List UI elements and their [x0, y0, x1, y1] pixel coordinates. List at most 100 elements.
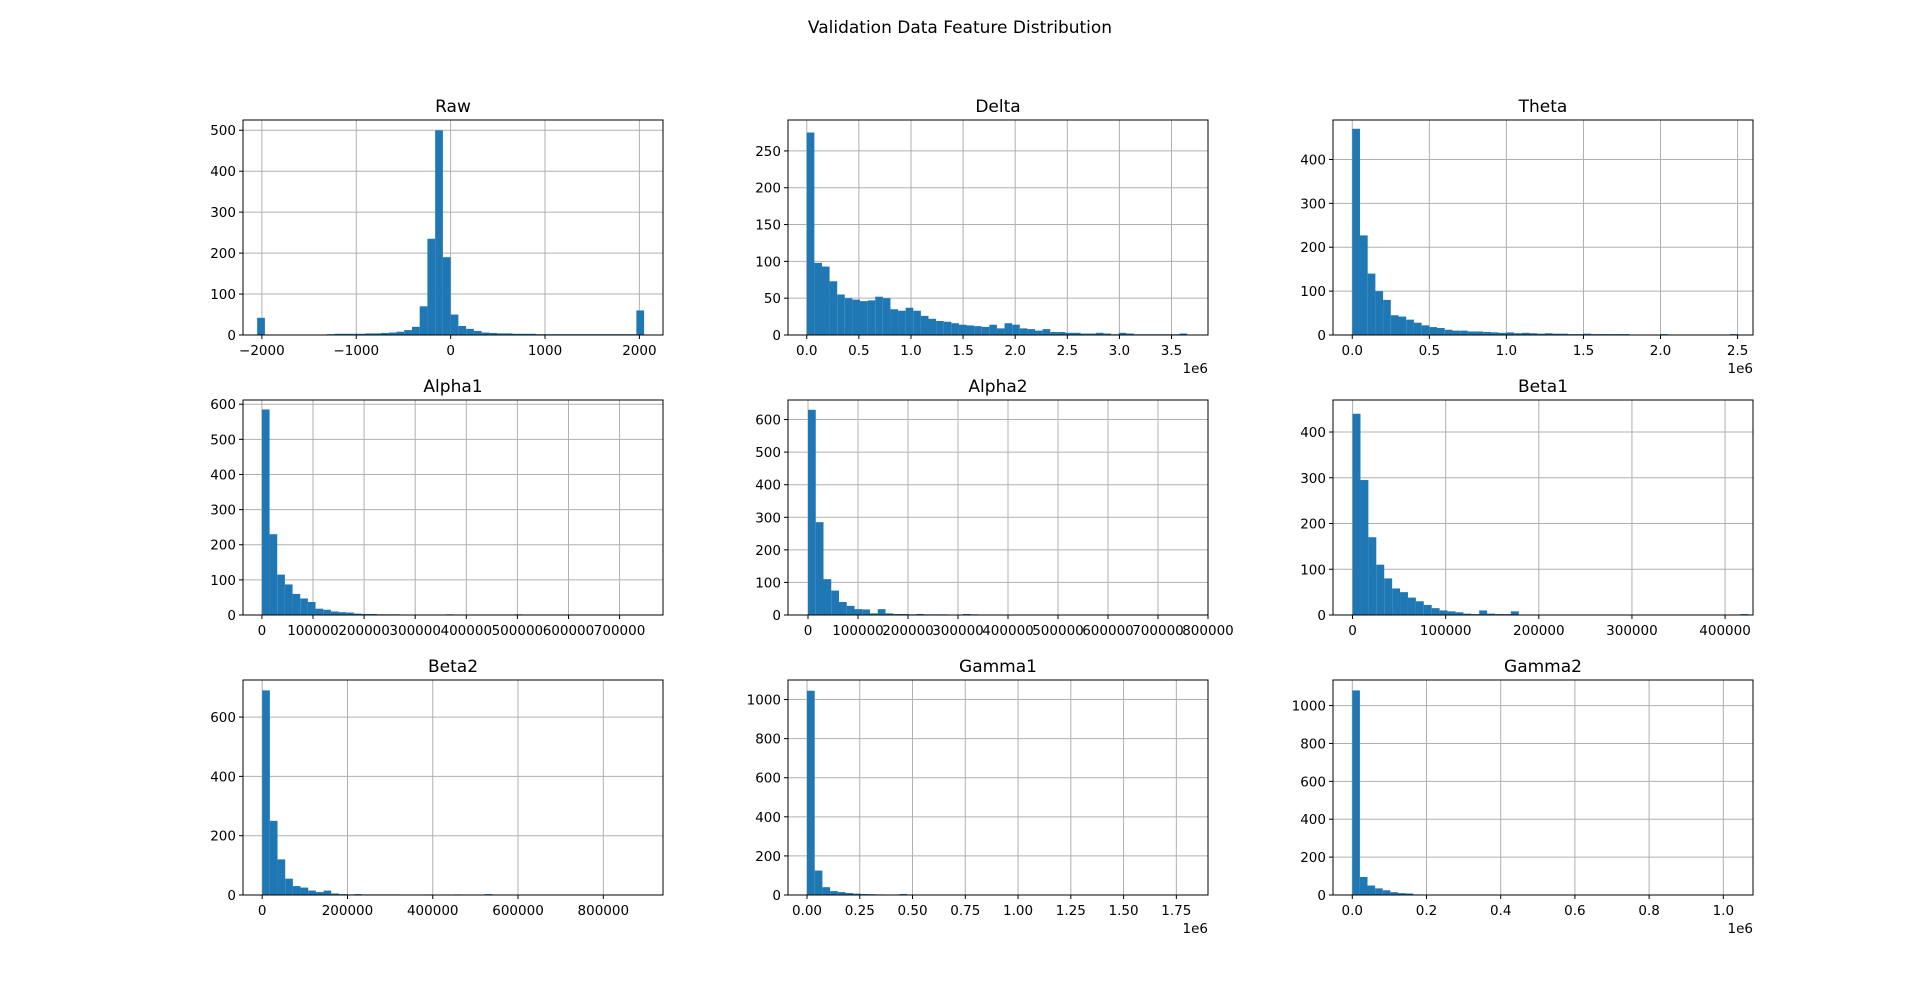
histogram-bar	[481, 332, 490, 335]
y-tick-label: 400	[755, 478, 781, 494]
x-tick-label: 0.0	[796, 343, 817, 359]
histogram-bar	[831, 590, 839, 615]
histogram-bar	[846, 605, 855, 615]
x-tick-label: 0	[1348, 623, 1357, 639]
axes-frame	[787, 119, 1209, 336]
y-tick-label: 400	[210, 769, 236, 785]
histogram-bar	[285, 878, 293, 895]
axes-frame	[242, 399, 664, 616]
histogram-bar	[1421, 325, 1430, 335]
histogram-raw: −2000 −1000 0 1000 2000 0 100 200 300 400 500 Raw	[210, 97, 664, 359]
histogram-bar	[504, 333, 513, 335]
histogram-bar	[1537, 333, 1545, 335]
histogram-bar	[262, 690, 270, 895]
histogram-bar	[806, 690, 815, 895]
y-tick-label: 500	[210, 123, 236, 139]
axes-frame	[787, 679, 1209, 896]
histogram-bar	[898, 310, 906, 335]
histogram-delta: 0.0 0.5 1.0 1.5 2.0 2.5 3.0 3.5 0 50 100 150 200 250 1…	[755, 97, 1209, 377]
histogram-bar	[346, 612, 354, 615]
histogram-bar	[257, 317, 265, 335]
histogram-bar	[1514, 333, 1522, 335]
histogram-bar	[300, 887, 309, 895]
histogram-bar	[1510, 611, 1519, 615]
histogram-bar	[1095, 332, 1104, 335]
y-tick-label: 0	[772, 328, 781, 344]
y-tick-label: 400	[1300, 425, 1326, 441]
x-tick-label: 3.5	[1161, 343, 1182, 359]
histogram-bar	[1352, 690, 1360, 895]
histogram-bar	[528, 333, 536, 335]
axes-frame	[1332, 679, 1754, 896]
histogram-bar	[1368, 537, 1377, 615]
histogram-bar	[315, 608, 324, 615]
histogram-bar	[877, 609, 886, 615]
histogram-bar	[1444, 329, 1453, 335]
histogram-bar	[1437, 327, 1445, 335]
x-tick-label: 0.2	[1416, 903, 1437, 919]
histogram-bar	[1367, 885, 1376, 895]
y-tick-label: 500	[755, 445, 781, 461]
y-tick-label: 1000	[747, 693, 781, 709]
histogram-bar	[814, 262, 822, 335]
histogram-bar	[1080, 333, 1089, 335]
histogram-bar	[1367, 273, 1376, 335]
y-tick-label: 400	[755, 810, 781, 826]
x-tick-label: 1.5	[1573, 343, 1594, 359]
histogram-bar	[1447, 611, 1456, 615]
histogram-bar	[284, 584, 293, 615]
axes-frame	[1332, 399, 1754, 616]
histogram-bar	[353, 613, 362, 615]
y-tick-label: 0	[772, 888, 781, 904]
histogram-bar	[1405, 893, 1414, 895]
histogram-bar	[458, 325, 467, 335]
histogram-bar	[1552, 333, 1561, 335]
histogram-bar	[450, 314, 459, 335]
histogram-bar	[292, 593, 301, 615]
histogram-bar	[323, 609, 331, 615]
histogram-bar	[497, 333, 505, 335]
y-tick-label: 100	[210, 573, 236, 589]
x-tick-label: 2000	[622, 343, 656, 359]
y-tick-label: 100	[1300, 284, 1326, 300]
histogram-bar	[974, 326, 982, 335]
histogram-gamma2: 0.0 0.2 0.4 0.6 0.8 1.0 0 200 400 600 800 1000 1e6 Ga…	[1292, 657, 1754, 937]
x-tick-label: 0	[258, 903, 267, 919]
x-tick-label: 3.0	[1109, 343, 1130, 359]
histogram-bar	[307, 602, 316, 615]
histogram-bar	[822, 887, 831, 895]
y-tick-label: 200	[210, 538, 236, 554]
panel-title: Alpha1	[423, 377, 482, 397]
figure-suptitle: Validation Data Feature Distribution	[808, 18, 1112, 38]
histogram-bar	[1383, 299, 1391, 335]
y-tick-label: 200	[1300, 240, 1326, 256]
x-tick-label: 200000	[882, 623, 934, 639]
histogram-bar	[854, 609, 863, 615]
histogram-bar	[875, 296, 883, 335]
histogram-bar	[882, 298, 891, 335]
histogram-bar	[489, 332, 498, 335]
histogram-bar	[852, 299, 861, 335]
histogram-bar	[1179, 333, 1188, 335]
axes-frame	[1332, 119, 1754, 336]
y-tick-label: 0	[227, 888, 236, 904]
histogram-bar	[1400, 592, 1408, 615]
histogram-bar	[913, 310, 921, 335]
histogram-bar	[1034, 330, 1043, 335]
y-tick-label: 400	[1300, 152, 1326, 168]
x-tick-label: 300000	[1606, 623, 1658, 639]
histogram-bar	[1384, 578, 1393, 615]
histogram-bar	[1544, 333, 1553, 335]
y-tick-label: 300	[755, 510, 781, 526]
histogram-bar	[373, 333, 381, 335]
histogram-bar	[338, 612, 347, 615]
histogram-bar	[1483, 331, 1491, 335]
histogram-beta1: 0 100000 200000 300000 400000 0 100 200 300 400 Be…	[1300, 377, 1754, 639]
y-tick-label: 250	[755, 144, 781, 160]
panel-title: Alpha2	[968, 377, 1027, 397]
y-tick-label: 150	[755, 218, 781, 234]
x-tick-label: 2.0	[1004, 343, 1025, 359]
histogram-bar	[870, 613, 878, 615]
x-tick-label: 1.0	[1496, 343, 1517, 359]
histogram-theta: 0.0 0.5 1.0 1.5 2.0 2.5 0 100 200 300 400 1e6 Theta	[1300, 97, 1754, 377]
